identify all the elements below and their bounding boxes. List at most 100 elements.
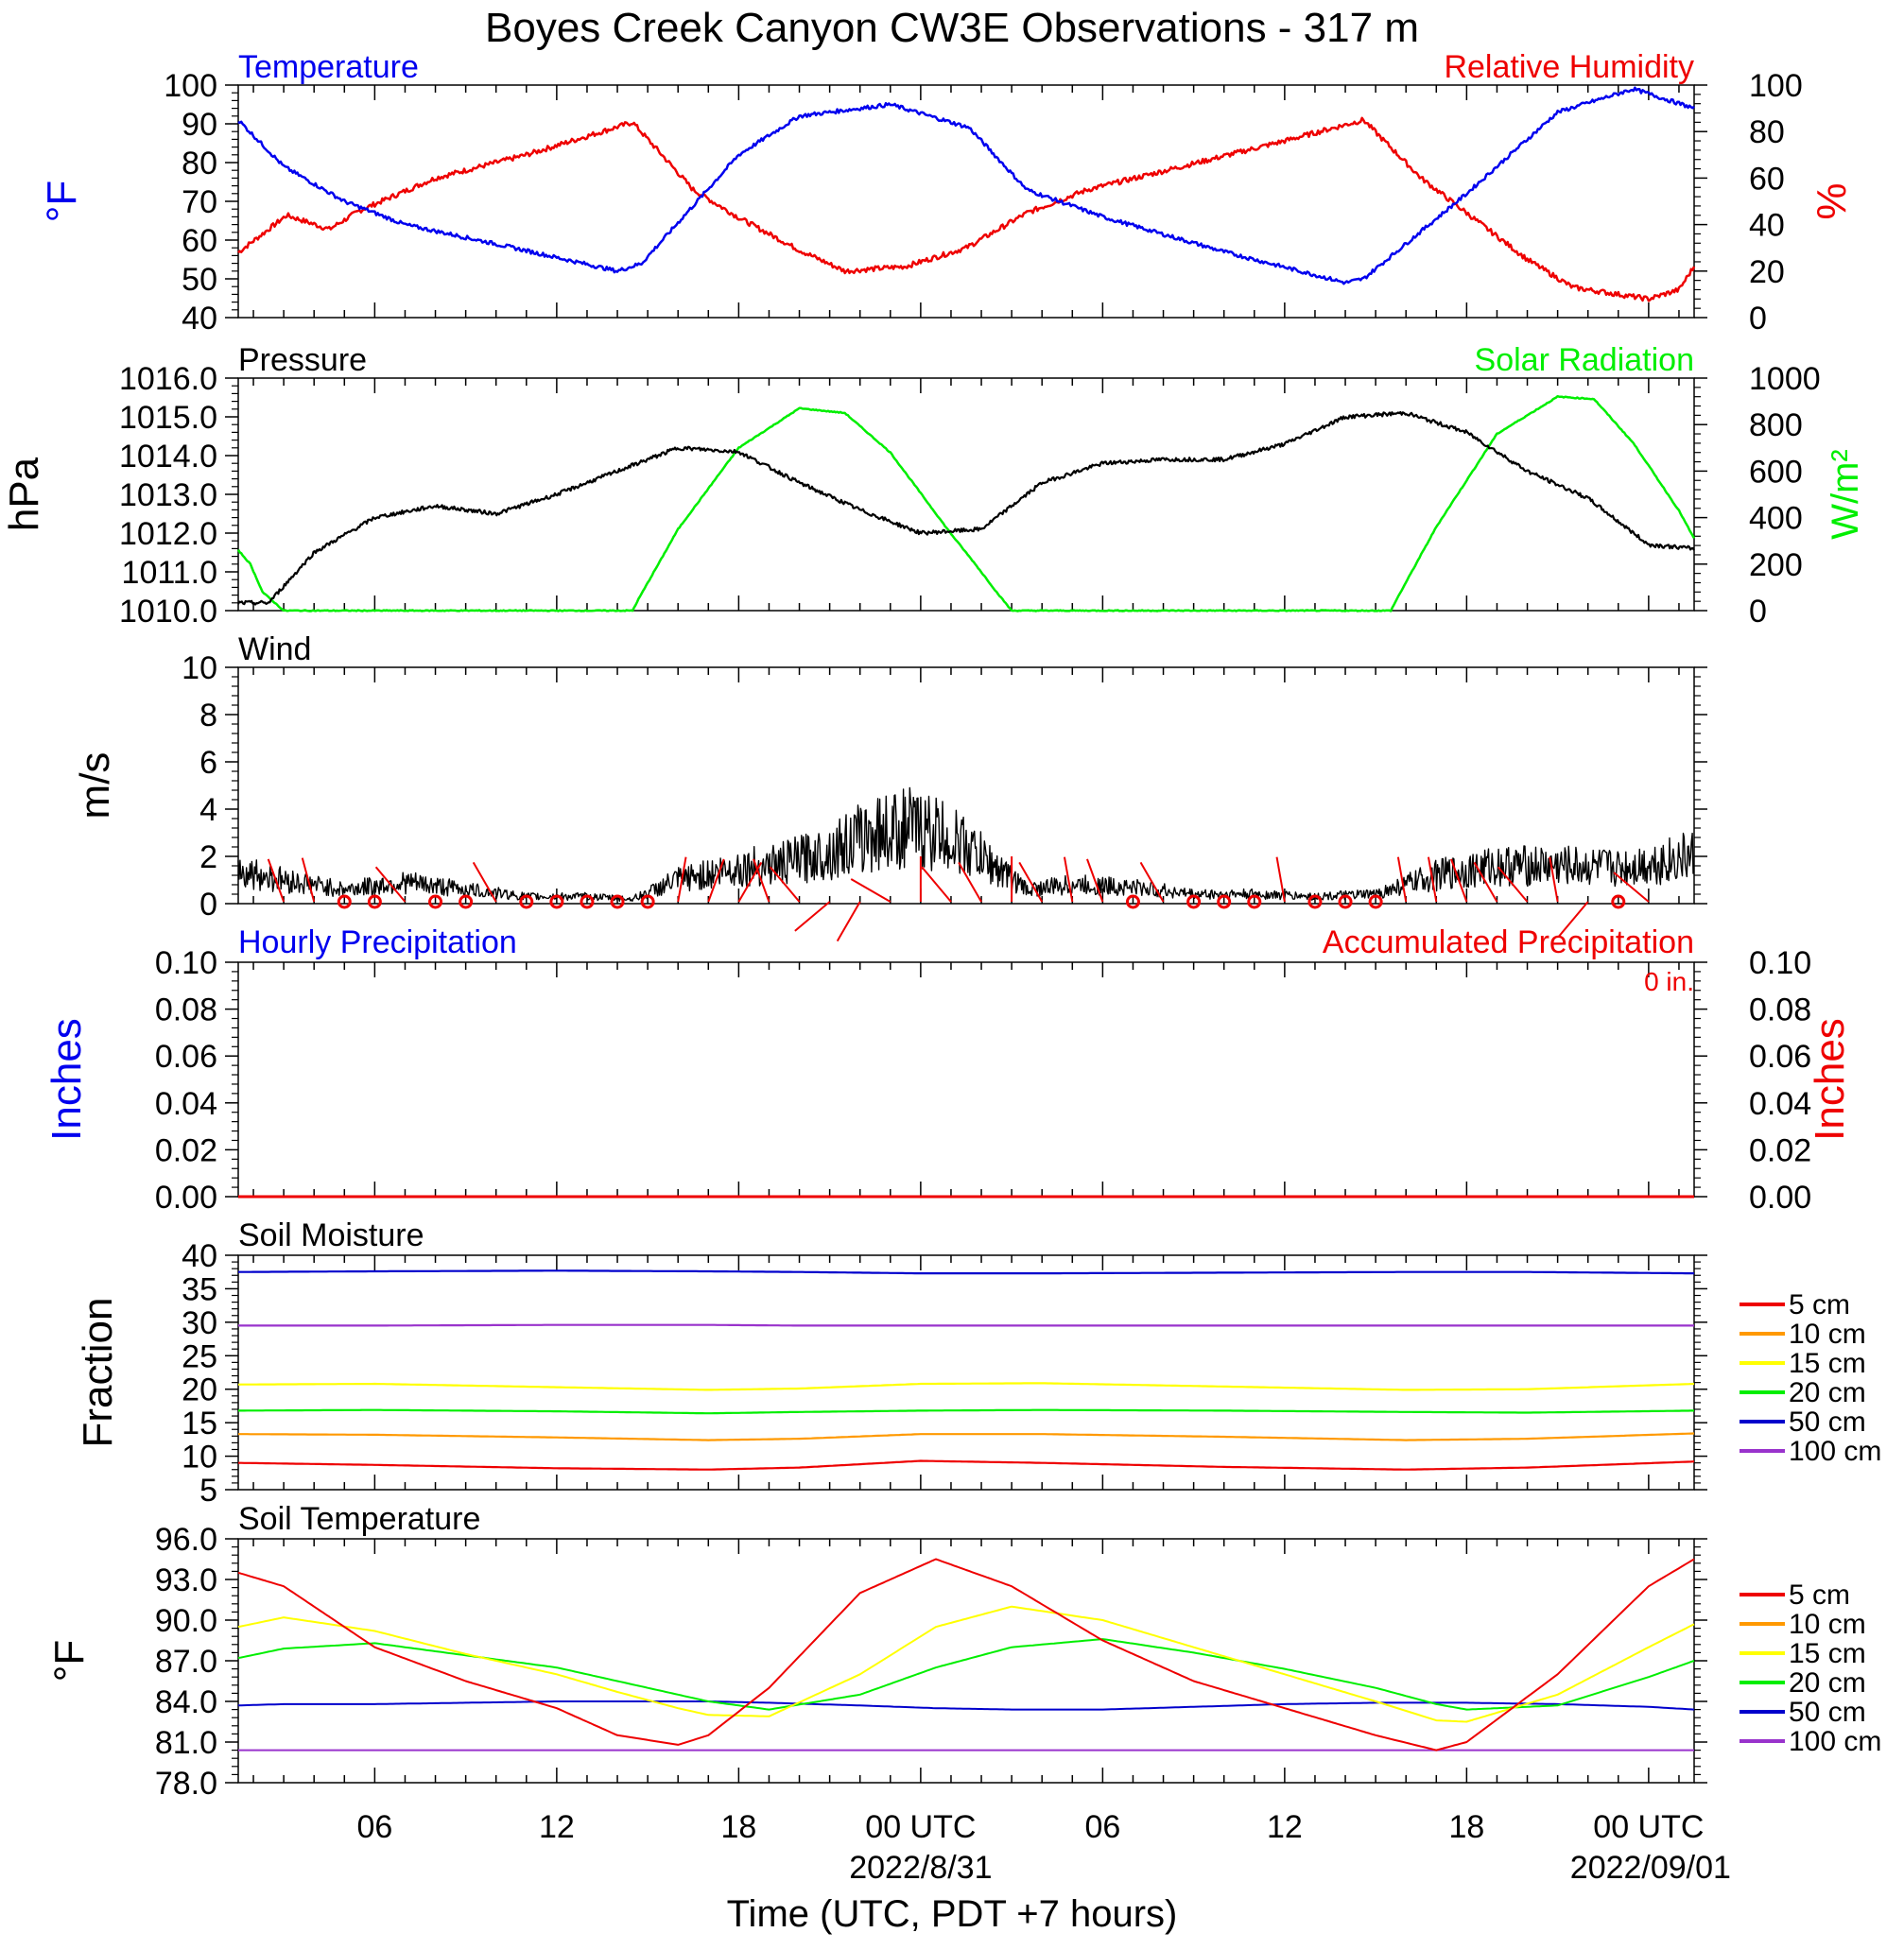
y-tick-label: 6 bbox=[199, 745, 217, 781]
y-axis-label-left: m/s bbox=[72, 752, 118, 820]
temperature-series bbox=[237, 86, 1695, 285]
y-tick-label: 0 bbox=[199, 887, 217, 923]
legend-label: 20 cm bbox=[1789, 1667, 1866, 1699]
panel-soil-temperature: 78.0 81.0 84.0 87.0 90.0 93.0 96.0 Soil Tempera… bbox=[46, 1501, 1707, 1802]
soil-temperature-series bbox=[237, 1605, 1695, 1723]
y-tick-label: 0.02 bbox=[155, 1132, 217, 1168]
y-axis-label-left: °F bbox=[39, 181, 85, 222]
y-axis-label-left: hPa bbox=[1, 457, 47, 531]
y-tick-label: 4 bbox=[199, 792, 217, 828]
panel-title-right: Accumulated Precipitation bbox=[1323, 924, 1694, 960]
y-tick-label: 1013.0 bbox=[119, 477, 217, 513]
y-tick-label: 40 bbox=[182, 1238, 217, 1274]
accumulated-total: 0 in. bbox=[1644, 967, 1694, 996]
y-tick-label: 1015.0 bbox=[119, 400, 217, 436]
panel-pressure-solar: 1010.01011.01012.01013.01014.01015.01016… bbox=[1, 342, 1866, 630]
calm-wind-marker bbox=[1125, 894, 1140, 909]
wind-barb bbox=[1613, 871, 1650, 903]
legend-label: 10 cm bbox=[1789, 1319, 1866, 1350]
panel-title-left: Soil Temperature bbox=[238, 1501, 480, 1537]
y-tick-label: 20 bbox=[1749, 254, 1785, 290]
time-tick-label: 06 bbox=[356, 1809, 392, 1845]
y-tick-label: 15 bbox=[182, 1406, 217, 1441]
panel-title-left: Pressure bbox=[238, 342, 367, 378]
calm-wind-marker bbox=[1368, 894, 1383, 909]
y-tick-label: 80 bbox=[1749, 114, 1785, 150]
wind-barb bbox=[921, 866, 952, 903]
calm-wind-marker bbox=[337, 894, 352, 909]
y-tick-label: 600 bbox=[1749, 454, 1803, 490]
time-tick-label: 18 bbox=[1448, 1809, 1484, 1845]
legend-label: 20 cm bbox=[1789, 1377, 1866, 1408]
wind-barb bbox=[1018, 861, 1044, 903]
wind-barb bbox=[267, 858, 286, 903]
calm-wind-marker bbox=[459, 894, 474, 909]
y-tick-label: 800 bbox=[1749, 407, 1803, 443]
calm-wind-marker bbox=[1186, 894, 1202, 909]
time-tick-label: 00 UTC bbox=[1593, 1809, 1704, 1845]
y-tick-label: 100 bbox=[164, 68, 217, 104]
calm-wind-marker bbox=[1307, 894, 1323, 909]
y-tick-label: 0.00 bbox=[1749, 1180, 1811, 1216]
soil-moisture-series bbox=[237, 1382, 1695, 1391]
y-tick-label: 0.10 bbox=[155, 945, 217, 981]
wind-barb bbox=[1549, 856, 1559, 903]
wind-barb bbox=[707, 858, 725, 903]
y-tick-label: 1016.0 bbox=[119, 361, 217, 397]
y-tick-label: 0.08 bbox=[155, 992, 217, 1028]
y-axis-label-right: Inches bbox=[1807, 1018, 1853, 1141]
wind-barb bbox=[794, 901, 831, 932]
y-tick-label: 40 bbox=[182, 301, 217, 337]
panel-title-left: Wind bbox=[238, 631, 311, 667]
y-tick-label: 0 bbox=[1749, 594, 1767, 630]
y-tick-label: 25 bbox=[182, 1338, 217, 1374]
y-tick-label: 96.0 bbox=[155, 1522, 217, 1558]
y-tick-label: 8 bbox=[199, 698, 217, 733]
calm-wind-marker bbox=[519, 894, 534, 909]
plot-frame bbox=[237, 961, 1695, 1198]
date-label: 2022/09/01 bbox=[1570, 1850, 1731, 1886]
x-axis-label: Time (UTC, PDT +7 hours) bbox=[727, 1893, 1178, 1935]
panel-title-left: Soil Moisture bbox=[238, 1217, 424, 1253]
wind-barb bbox=[1497, 866, 1529, 903]
wind-barb bbox=[1139, 861, 1165, 903]
y-tick-label: 0.00 bbox=[155, 1180, 217, 1216]
y-tick-label: 2 bbox=[199, 839, 217, 875]
panel-title-left: Temperature bbox=[238, 49, 419, 85]
y-tick-label: 90.0 bbox=[155, 1603, 217, 1639]
y-tick-label: 0.02 bbox=[1749, 1132, 1811, 1168]
plot-frame bbox=[237, 377, 1695, 612]
time-tick-label: 18 bbox=[720, 1809, 756, 1845]
y-tick-label: 84.0 bbox=[155, 1684, 217, 1720]
soil-temperature-series bbox=[237, 1700, 1695, 1711]
y-tick-label: 1011.0 bbox=[122, 555, 217, 591]
time-tick-label: 12 bbox=[539, 1809, 575, 1845]
wind-barb bbox=[1427, 856, 1438, 903]
y-axis-label-right: W/m² bbox=[1825, 449, 1866, 540]
wind-barb bbox=[1450, 858, 1468, 903]
y-tick-label: 0.10 bbox=[1749, 945, 1811, 981]
legend-label: 100 cm bbox=[1789, 1726, 1881, 1757]
wind-barb bbox=[753, 858, 770, 903]
soil-temperature-series bbox=[237, 1638, 1695, 1711]
y-tick-label: 78.0 bbox=[155, 1766, 217, 1802]
calm-wind-marker bbox=[367, 894, 382, 909]
y-tick-label: 1012.0 bbox=[119, 516, 217, 552]
calm-wind-marker bbox=[1247, 894, 1262, 909]
panel-title-left: Hourly Precipitation bbox=[238, 924, 517, 960]
panel-title-right: Relative Humidity bbox=[1444, 49, 1694, 85]
calm-wind-marker bbox=[1611, 894, 1626, 909]
calm-wind-marker bbox=[428, 894, 443, 909]
legend-label: 15 cm bbox=[1789, 1348, 1866, 1379]
pressure-series bbox=[237, 410, 1695, 606]
y-tick-label: 0.04 bbox=[155, 1086, 217, 1122]
y-axis-label-left: Inches bbox=[43, 1018, 90, 1141]
y-tick-label: 40 bbox=[1749, 208, 1785, 244]
legend-label: 5 cm bbox=[1789, 1579, 1850, 1611]
legend-label: 50 cm bbox=[1789, 1406, 1866, 1438]
plot-frame bbox=[237, 1254, 1695, 1491]
soil-moisture-series bbox=[238, 1269, 1694, 1275]
y-tick-label: 90 bbox=[182, 107, 217, 143]
